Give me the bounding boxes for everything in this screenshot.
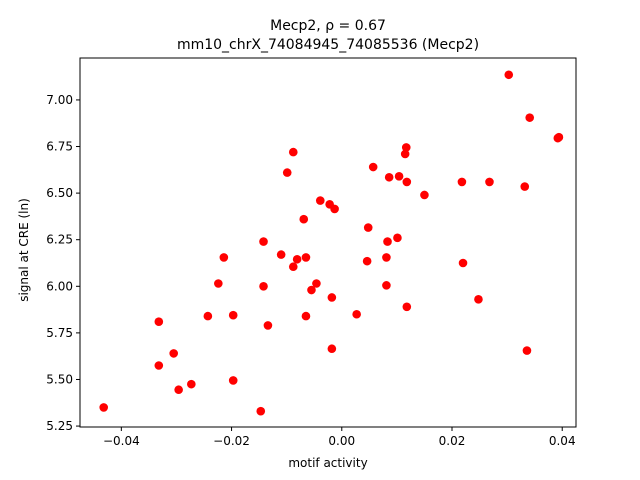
- y-axis-label: signal at CRE (ln): [17, 198, 31, 302]
- y-tick-label: 6.75: [46, 140, 73, 154]
- data-point: [288, 147, 298, 157]
- x-tick-label: −0.04: [103, 434, 140, 448]
- y-tick-label: 5.25: [46, 419, 73, 433]
- data-point: [154, 317, 164, 327]
- data-point: [282, 168, 292, 177]
- data-point: [228, 376, 238, 385]
- data-point: [384, 172, 394, 182]
- data-point: [263, 321, 273, 330]
- chart-title-line1: Mecp2, ρ = 0.67: [270, 18, 386, 34]
- data-point: [393, 233, 402, 243]
- data-point: [368, 162, 378, 172]
- data-point: [402, 302, 412, 312]
- data-point: [330, 204, 339, 214]
- x-tick-label: −0.02: [213, 434, 250, 448]
- data-point: [327, 344, 337, 354]
- chart-title-line2: mm10_chrX_74084945_74085536 (Mecp2): [177, 37, 479, 53]
- data-point: [315, 196, 325, 205]
- data-point: [401, 143, 411, 152]
- data-point: [307, 285, 316, 295]
- data-point: [174, 385, 183, 395]
- data-point: [402, 177, 412, 187]
- data-point: [219, 253, 229, 262]
- plot-area: [99, 70, 564, 416]
- y-axis-ticks: 5.25 5.50 5.75 6.00 6.25 6.50 6.75 7.00: [46, 93, 80, 433]
- data-point: [99, 403, 108, 412]
- y-tick-label: 6.00: [46, 279, 73, 293]
- data-point: [312, 279, 321, 288]
- data-point: [485, 177, 494, 187]
- x-tick-label: 0.02: [439, 434, 466, 448]
- data-point: [292, 254, 302, 264]
- data-point: [363, 223, 373, 232]
- data-point: [259, 237, 268, 246]
- y-tick-label: 6.25: [46, 233, 73, 247]
- axes-frame: [79, 57, 577, 428]
- data-point: [187, 379, 196, 389]
- data-point: [383, 237, 392, 246]
- data-point: [400, 149, 410, 159]
- data-point: [420, 190, 429, 200]
- x-axis-ticks: −0.04 −0.02 0.00 0.02 0.04: [103, 427, 576, 448]
- data-point: [154, 361, 164, 370]
- data-point: [525, 113, 535, 122]
- y-tick-label: 5.50: [46, 372, 73, 386]
- data-point: [276, 250, 286, 259]
- y-tick-label: 7.00: [46, 93, 73, 107]
- data-point: [327, 293, 337, 302]
- data-point: [301, 311, 311, 321]
- data-point: [554, 132, 564, 142]
- data-point: [382, 281, 391, 290]
- data-point: [214, 279, 223, 288]
- data-point: [458, 258, 468, 268]
- data-point: [256, 406, 266, 416]
- y-tick-label: 5.75: [46, 326, 73, 340]
- data-point: [457, 177, 467, 187]
- data-point: [352, 309, 361, 319]
- data-point: [522, 346, 532, 355]
- x-tick-label: 0.00: [328, 434, 355, 448]
- data-point: [301, 253, 311, 262]
- data-point: [203, 311, 213, 321]
- data-point: [299, 214, 309, 224]
- data-point: [520, 182, 530, 191]
- data-point: [394, 172, 404, 181]
- data-point: [362, 256, 372, 266]
- data-point: [259, 282, 268, 291]
- data-point: [382, 253, 391, 262]
- data-point: [228, 310, 238, 320]
- y-tick-label: 6.50: [46, 186, 73, 200]
- data-point: [504, 70, 514, 80]
- data-point: [169, 349, 178, 358]
- data-point: [288, 262, 298, 272]
- data-point: [474, 295, 483, 304]
- x-tick-label: 0.04: [549, 434, 576, 448]
- x-axis-label: motif activity: [288, 456, 367, 470]
